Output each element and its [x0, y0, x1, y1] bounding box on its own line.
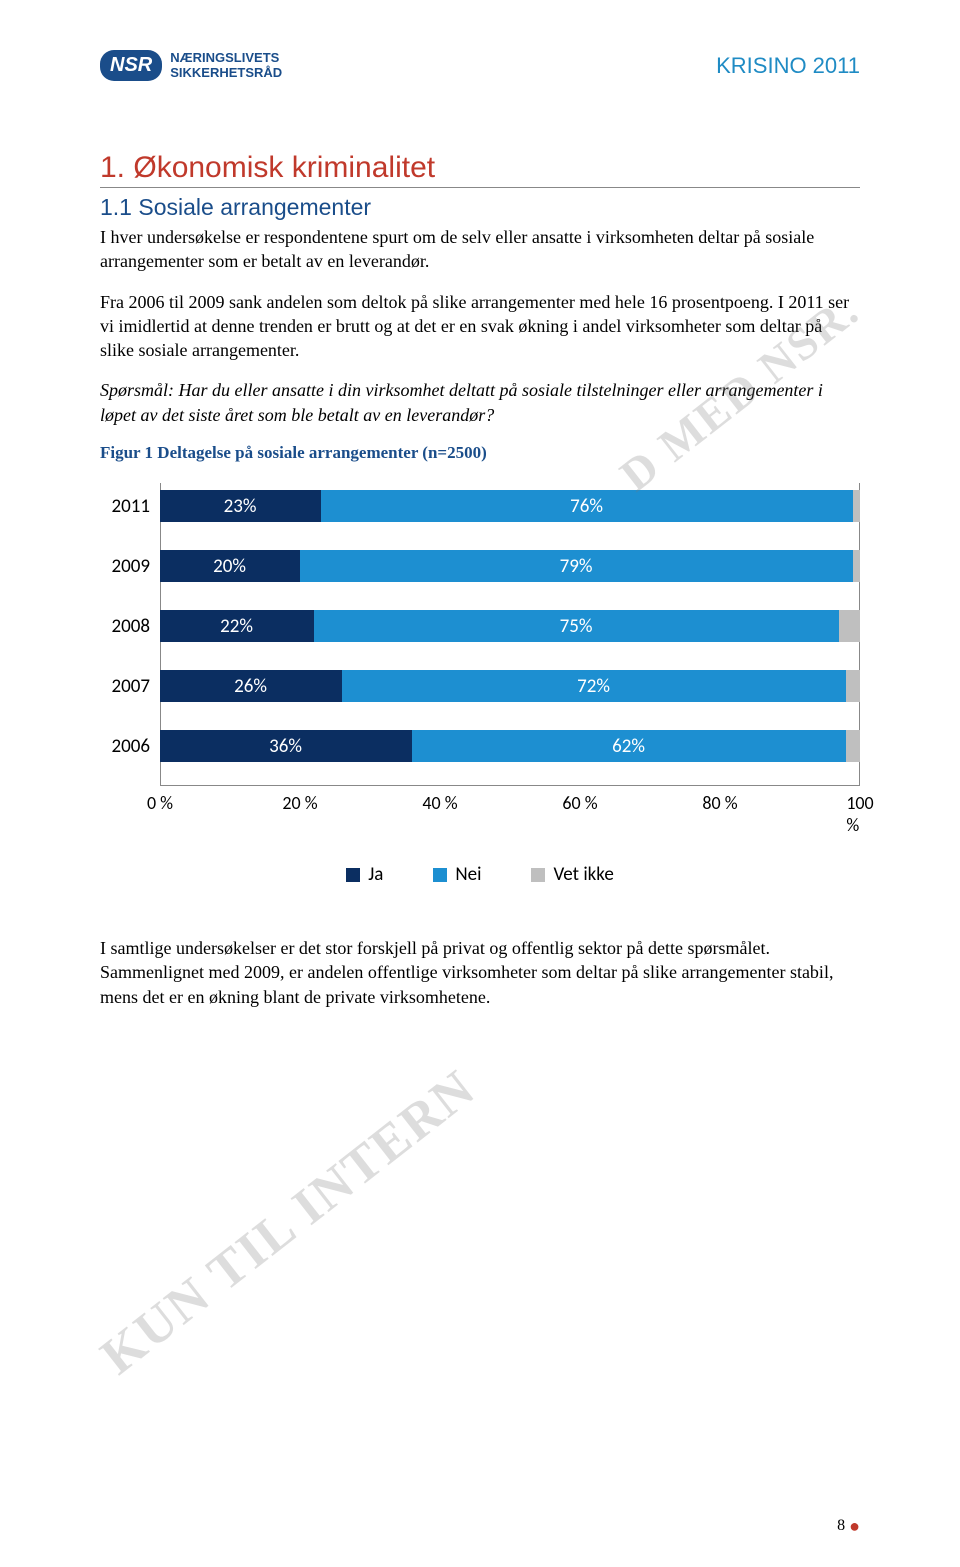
- bar-segment-vet: [846, 730, 860, 762]
- legend-nei: Nei: [433, 863, 481, 886]
- chart-rows: 201123%76% 200920%79% 200822%75% 200726%72%…: [160, 483, 860, 783]
- page-number-value: 8: [837, 1517, 845, 1534]
- bar-chart: 201123%76%200920%79%200822%75%200726%72%…: [100, 483, 860, 853]
- intro-paragraph-2: Fra 2006 til 2009 sank andelen som delto…: [100, 290, 860, 363]
- bar: 36%62%: [160, 730, 860, 762]
- swatch-nei: [433, 868, 447, 882]
- legend-ja: Ja: [346, 863, 383, 886]
- bar-segment-ja: 22%: [160, 610, 314, 642]
- legend-vet-ikke: Vet ikke: [531, 863, 613, 886]
- logo-abbrev: NSR: [100, 50, 162, 81]
- y-axis-label: 2011: [100, 495, 150, 518]
- chart-row: 200636%62%: [160, 723, 860, 769]
- bar-segment-ja: 23%: [160, 490, 321, 522]
- bar-segment-vet: [853, 490, 860, 522]
- x-axis-tick: 60 %: [562, 792, 597, 814]
- legend-nei-label: Nei: [455, 863, 481, 886]
- y-axis-label: 2006: [100, 735, 150, 758]
- y-axis-label: 2009: [100, 555, 150, 578]
- bar-segment-nei: 75%: [314, 610, 839, 642]
- x-axis: 0 %20 %40 %60 %80 %100 %: [160, 785, 860, 786]
- bar: 20%79%: [160, 550, 860, 582]
- survey-question: Spørsmål: Har du eller ansatte i din vir…: [100, 378, 860, 427]
- chart-row: 200822%75%: [160, 603, 860, 649]
- page-header: NSR NÆRINGSLIVETS SIKKERHETSRÅD KRISINO …: [100, 50, 860, 81]
- bar-segment-vet: [846, 670, 860, 702]
- figure-title: Figur 1 Deltagelse på sosiale arrangemen…: [100, 443, 860, 463]
- bar-segment-nei: 79%: [300, 550, 853, 582]
- y-axis-label: 2007: [100, 675, 150, 698]
- bar: 22%75%: [160, 610, 860, 642]
- bar-segment-nei: 72%: [342, 670, 846, 702]
- bar-segment-vet: [839, 610, 860, 642]
- legend-ja-label: Ja: [368, 863, 383, 886]
- nsr-logo: NSR NÆRINGSLIVETS SIKKERHETSRÅD: [100, 50, 282, 81]
- bar-segment-ja: 26%: [160, 670, 342, 702]
- x-axis-tick: 0 %: [147, 792, 173, 814]
- bar: 23%76%: [160, 490, 860, 522]
- chart-row: 201123%76%: [160, 483, 860, 529]
- x-axis-tick: 80 %: [702, 792, 737, 814]
- x-axis-tick: 20 %: [282, 792, 317, 814]
- bar: 26%72%: [160, 670, 860, 702]
- conclusion-paragraph: I samtlige undersøkelser er det stor for…: [100, 936, 860, 1009]
- logo-line2: SIKKERHETSRÅD: [170, 66, 282, 81]
- bar-segment-nei: 76%: [321, 490, 853, 522]
- chart-legend: Ja Nei Vet ikke: [100, 863, 860, 886]
- doc-title: KRISINO 2011: [716, 53, 860, 79]
- swatch-vet: [531, 868, 545, 882]
- bar-segment-nei: 62%: [412, 730, 846, 762]
- section-heading: 1. Økonomisk kriminalitet: [100, 151, 860, 188]
- x-axis-tick: 40 %: [422, 792, 457, 814]
- legend-vet-label: Vet ikke: [553, 863, 613, 886]
- logo-line1: NÆRINGSLIVETS: [170, 51, 282, 66]
- bar-segment-vet: [853, 550, 860, 582]
- subsection-heading: 1.1 Sosiale arrangementer: [100, 194, 860, 221]
- bar-segment-ja: 20%: [160, 550, 300, 582]
- swatch-ja: [346, 868, 360, 882]
- logo-text: NÆRINGSLIVETS SIKKERHETSRÅD: [170, 51, 282, 81]
- x-axis-tick: 100 %: [846, 792, 873, 836]
- page-number: 8 ●: [837, 1516, 860, 1537]
- intro-paragraph-1: I hver undersøkelse er respondentene spu…: [100, 225, 860, 274]
- chart-row: 200920%79%: [160, 543, 860, 589]
- watermark-lower: KUN TIL INTERN: [90, 1058, 487, 1386]
- page-bullet-icon: ●: [849, 1516, 860, 1536]
- bar-segment-ja: 36%: [160, 730, 412, 762]
- chart-row: 200726%72%: [160, 663, 860, 709]
- y-axis-label: 2008: [100, 615, 150, 638]
